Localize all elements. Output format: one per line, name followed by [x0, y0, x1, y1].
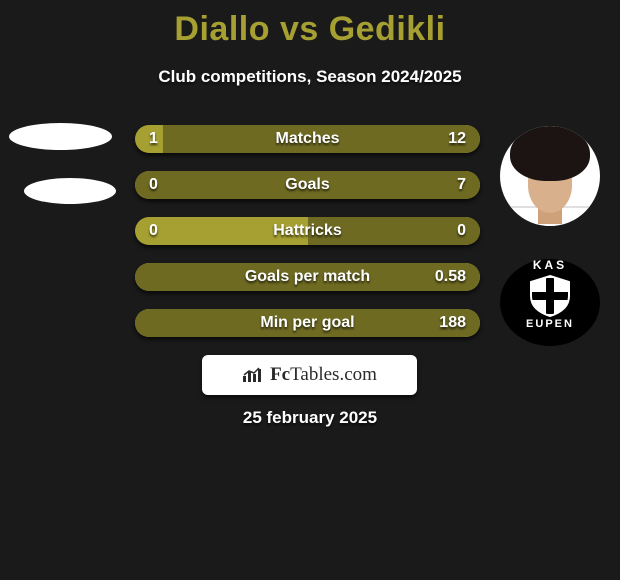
infographic-card: Diallo vs Gedikli Club competitions, Sea… [0, 0, 620, 580]
club-badge: KAS EUPEN [500, 259, 600, 346]
generated-date: 25 february 2025 [0, 408, 620, 428]
stat-label: Matches [275, 130, 339, 148]
stat-label: Goals [285, 176, 329, 194]
comparison-subtitle: Club competitions, Season 2024/2025 [0, 67, 620, 87]
stat-label: Goals per match [245, 268, 370, 286]
stat-row-matches: 1 Matches 12 [135, 125, 480, 153]
source-logo-bold: Fc [270, 364, 290, 385]
stat-right-value: 0 [457, 222, 466, 240]
stat-label: Min per goal [260, 314, 354, 332]
stat-row-goals-per-match: Goals per match 0.58 [135, 263, 480, 291]
stat-row-min-per-goal: Min per goal 188 [135, 309, 480, 337]
stat-right-value: 0.58 [435, 268, 466, 286]
player-left-avatar-placeholder-2 [24, 178, 116, 204]
stat-left-value: 0 [149, 222, 158, 240]
stat-left-value: 1 [149, 130, 158, 148]
player-left-avatar-placeholder-1 [9, 123, 112, 150]
stat-left-value: 0 [149, 176, 158, 194]
stats-list: 1 Matches 12 0 Goals 7 0 Hattricks 0 [135, 125, 480, 355]
club-badge-bottom-text: EUPEN [526, 318, 574, 330]
stat-right-value: 7 [457, 176, 466, 194]
stat-row-hattricks: 0 Hattricks 0 [135, 217, 480, 245]
stat-right-value: 12 [448, 130, 466, 148]
source-logo[interactable]: FcTables.com [202, 355, 417, 395]
shield-icon [527, 274, 573, 318]
stat-row-goals: 0 Goals 7 [135, 171, 480, 199]
stat-right-value: 188 [439, 314, 466, 332]
source-logo-text: FcTables.com [270, 364, 377, 386]
club-badge-top-text: KAS [533, 258, 567, 272]
comparison-title: Diallo vs Gedikli [0, 0, 620, 49]
player-right-avatar [500, 126, 600, 226]
source-logo-rest: Tables.com [290, 364, 377, 385]
bar-chart-icon [242, 366, 264, 384]
stat-label: Hattricks [273, 222, 341, 240]
